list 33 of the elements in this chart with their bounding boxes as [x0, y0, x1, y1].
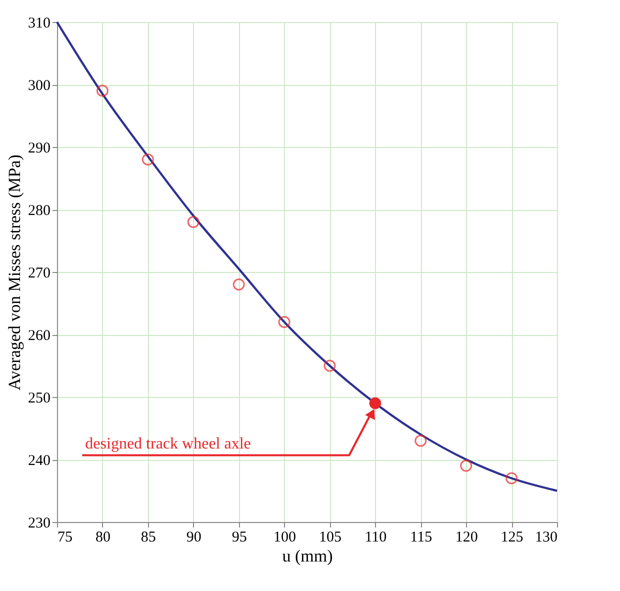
x-tick-label: 105 — [318, 530, 342, 546]
x-tick-label: 120 — [455, 530, 478, 546]
point — [232, 278, 245, 290]
point — [187, 216, 200, 228]
point — [142, 154, 154, 166]
y-tick-label: 300 — [28, 78, 50, 94]
y-tick-label: 310 — [28, 16, 50, 32]
x-tick-label: 115 — [410, 530, 432, 546]
y-tick-label: 270 — [28, 266, 50, 282]
x-tick-label: 95 — [232, 530, 247, 546]
point — [506, 472, 518, 484]
point — [460, 460, 472, 472]
point — [96, 84, 108, 97]
x-tick-label: 100 — [274, 530, 296, 546]
y-tick-label: 230 — [28, 516, 50, 532]
x-tick-label: 75 — [58, 530, 72, 546]
x-axis-title: u (mm) — [282, 546, 333, 566]
x-tick-label: 90 — [186, 530, 202, 546]
y-tick-label: 290 — [28, 140, 50, 156]
y-tick-label: 250 — [28, 390, 50, 406]
point — [324, 360, 336, 372]
y-axis-title: Averaged von Misses stress (MPa) — [5, 154, 24, 390]
y-tick-label: 260 — [28, 328, 50, 344]
x-tick-label: 85 — [140, 530, 156, 546]
x-tick-label: 80 — [95, 530, 110, 546]
y-tick-label: 280 — [28, 203, 50, 219]
y-tick-label: 240 — [28, 453, 50, 469]
x-tick-label: 125 — [500, 530, 524, 546]
annotation: designed track wheel axle — [85, 435, 251, 452]
point — [414, 434, 427, 447]
x-tick-label: 110 — [364, 530, 387, 546]
point — [278, 316, 290, 328]
x-tick-label: 130 — [535, 530, 558, 546]
